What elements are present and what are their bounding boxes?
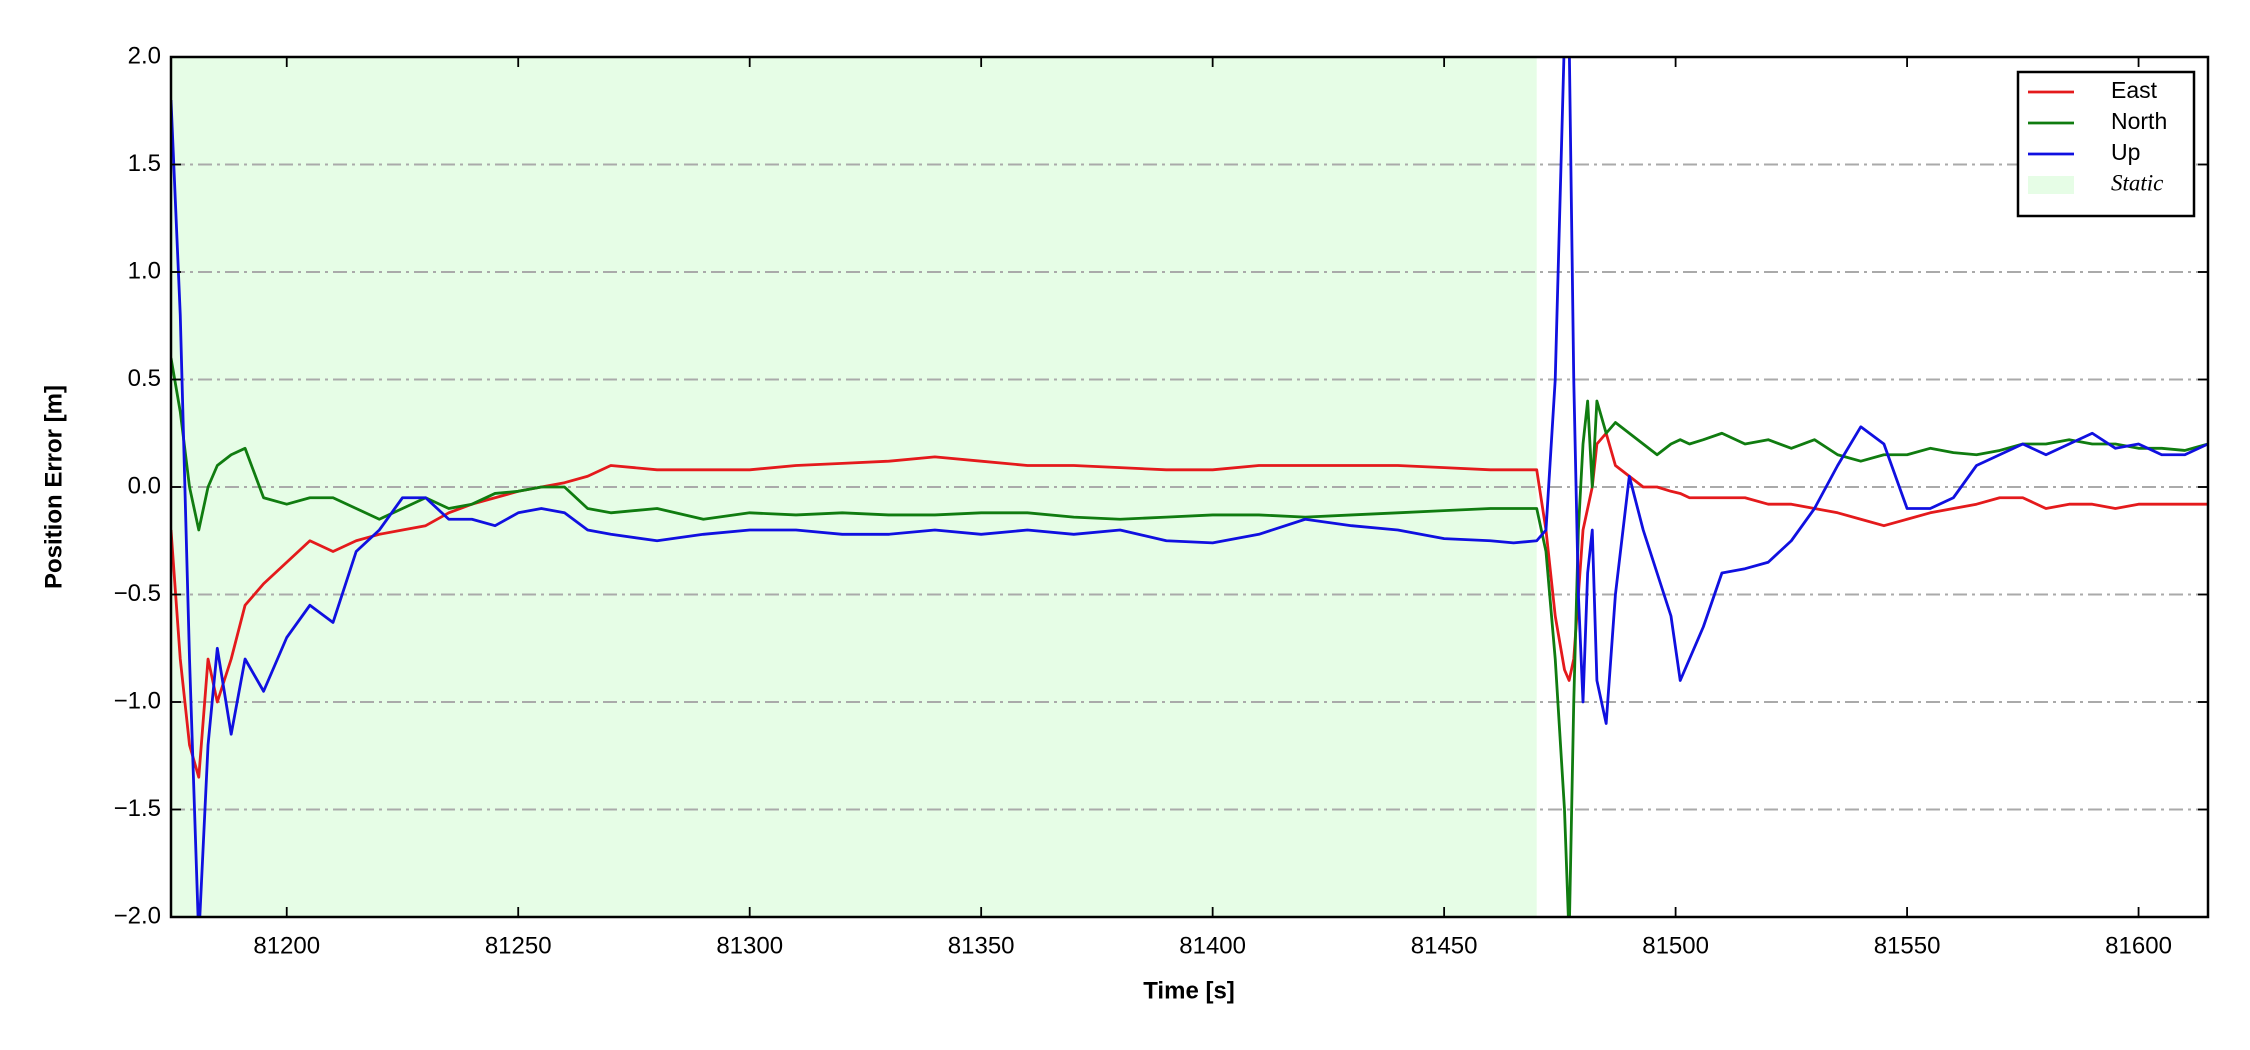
legend-label: Static	[2111, 170, 2163, 195]
legend-label: Up	[2111, 139, 2140, 165]
legend-box	[2016, 70, 2196, 218]
x-tick-label: 81600	[2105, 932, 2172, 959]
legend-label: East	[2111, 77, 2158, 103]
x-tick-label: 81450	[1411, 932, 1478, 959]
series-line	[171, 357, 2208, 917]
y-tick-label: 0.0	[128, 472, 161, 499]
x-tick-label: 81350	[948, 932, 1015, 959]
axes: −2.0 −1.5 −1.0 −0.5 0.0 0.5 1.0 1.5 2.0 81200 8125…	[114, 42, 2208, 959]
x-tick-label: 81250	[485, 932, 552, 959]
y-tick-label: 2.0	[128, 42, 161, 69]
x-axis-label: Time [s]	[1143, 977, 1235, 1004]
legend-swatch	[2028, 176, 2074, 194]
y-tick-label: −1.0	[114, 687, 161, 714]
y-tick-label: −1.5	[114, 795, 161, 822]
x-tick-label: 81550	[1874, 932, 1941, 959]
x-tick-label: 81500	[1642, 932, 1709, 959]
y-tick-label: 1.5	[128, 150, 161, 177]
series-line	[171, 431, 2208, 779]
x-tick-label: 81300	[716, 932, 783, 959]
y-axis-label: Position Error [m]	[40, 385, 67, 589]
legend-label: North	[2111, 108, 2167, 134]
y-tick-label: 1.0	[128, 257, 161, 284]
x-tick-label: 81400	[1179, 932, 1246, 959]
lines	[171, 57, 2208, 917]
series-line	[171, 57, 2208, 917]
x-tick-label: 81200	[253, 932, 320, 959]
y-tick-label: 0.5	[128, 365, 161, 392]
y-tick-label: −2.0	[114, 902, 161, 929]
legend: East North Up Static	[2016, 70, 2196, 218]
y-tick-label: −0.5	[114, 580, 161, 607]
